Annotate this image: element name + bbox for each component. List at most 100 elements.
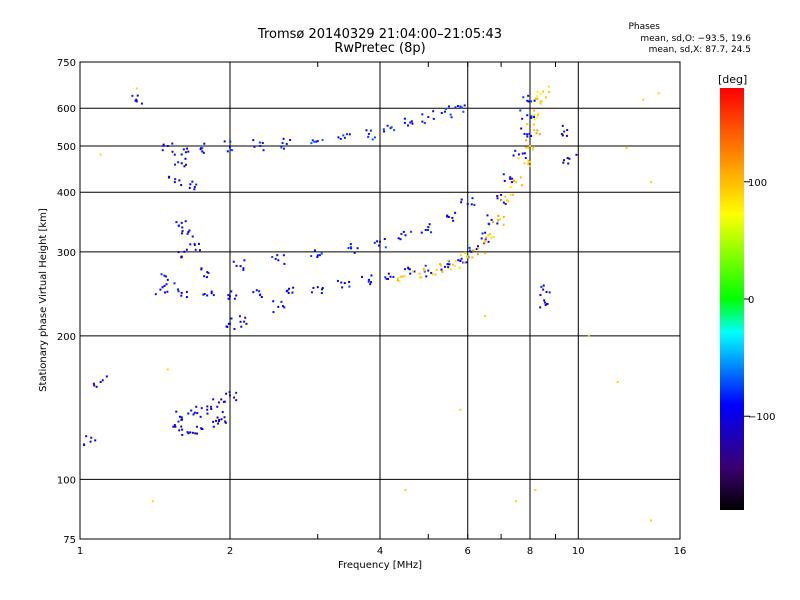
data-point-echo bbox=[383, 238, 386, 241]
data-point-echo bbox=[280, 300, 283, 303]
data-point-echo bbox=[484, 239, 487, 242]
data-point-echo bbox=[390, 126, 393, 129]
data-point-echo bbox=[199, 415, 202, 418]
data-point-echo bbox=[543, 301, 546, 304]
data-point-echo bbox=[242, 267, 245, 270]
data-point bbox=[183, 250, 186, 253]
data-point-echo bbox=[181, 232, 184, 235]
data-point-echo bbox=[165, 283, 168, 286]
data-point-echo bbox=[187, 412, 190, 415]
data-point bbox=[316, 286, 319, 289]
data-point-echo bbox=[477, 253, 480, 256]
data-point bbox=[490, 218, 493, 221]
data-point-echo bbox=[483, 241, 486, 244]
data-point-echo bbox=[484, 252, 487, 255]
data-point-echo bbox=[200, 267, 203, 270]
data-point-echo bbox=[424, 264, 427, 267]
data-point-echo bbox=[530, 135, 533, 138]
y-tick-label: 300 bbox=[57, 248, 76, 259]
data-point-echo bbox=[203, 292, 206, 295]
data-point-echo bbox=[446, 263, 449, 266]
data-point-echo bbox=[533, 114, 536, 117]
data-point bbox=[379, 240, 381, 243]
data-point-echo bbox=[83, 443, 86, 446]
colorbar-ticks: 100 0 −100 bbox=[744, 178, 775, 423]
data-point-echo bbox=[486, 214, 489, 217]
data-point bbox=[542, 90, 545, 93]
data-point-echo bbox=[242, 268, 245, 271]
data-point bbox=[650, 181, 653, 184]
data-point bbox=[135, 87, 138, 90]
data-point-echo bbox=[166, 290, 169, 293]
data-point-echo bbox=[512, 193, 515, 196]
data-point-echo bbox=[229, 140, 232, 143]
data-point-echo bbox=[432, 117, 435, 120]
data-point-echo bbox=[535, 116, 538, 119]
data-point-echo bbox=[543, 299, 546, 302]
y-tick-label: 400 bbox=[57, 188, 76, 199]
data-point-echo bbox=[283, 306, 286, 309]
data-point-echo bbox=[336, 279, 339, 282]
data-point-echo bbox=[386, 124, 389, 127]
data-point-echo bbox=[313, 140, 316, 143]
data-point-echo bbox=[105, 375, 108, 378]
data-point-echo bbox=[446, 215, 449, 218]
data-point-echo bbox=[540, 100, 543, 103]
data-point-echo bbox=[233, 328, 236, 331]
data-point-echo bbox=[487, 240, 490, 243]
data-point bbox=[523, 162, 526, 165]
data-point-echo bbox=[492, 236, 495, 239]
data-point bbox=[239, 320, 242, 323]
data-point-echo bbox=[347, 247, 350, 250]
data-point-echo bbox=[373, 241, 376, 244]
data-point-echo bbox=[163, 274, 166, 277]
data-point-echo bbox=[163, 291, 166, 294]
data-point bbox=[180, 162, 183, 165]
data-point-echo bbox=[527, 94, 530, 97]
data-point-echo bbox=[523, 152, 526, 155]
data-point-echo bbox=[430, 272, 433, 275]
data-point bbox=[166, 368, 169, 371]
x-tick-label: 4 bbox=[377, 546, 383, 557]
data-point-echo bbox=[337, 136, 340, 139]
phases-title: Phases bbox=[628, 22, 660, 32]
data-point-echo bbox=[281, 142, 284, 145]
data-point-echo bbox=[200, 428, 203, 431]
data-point-echo bbox=[535, 95, 538, 98]
data-point-echo bbox=[233, 297, 236, 300]
data-point-echo bbox=[310, 291, 313, 294]
data-point-echo bbox=[387, 272, 390, 275]
data-point-echo bbox=[472, 249, 475, 252]
data-point bbox=[187, 231, 190, 234]
data-point-echo bbox=[207, 271, 210, 274]
data-point-echo bbox=[420, 231, 423, 234]
data-point bbox=[229, 295, 231, 298]
data-point bbox=[650, 519, 653, 522]
data-point-echo bbox=[181, 428, 184, 431]
data-point-echo bbox=[504, 195, 507, 198]
data-point-echo bbox=[243, 259, 246, 262]
data-point-echo bbox=[496, 194, 499, 197]
data-point-echo bbox=[184, 157, 187, 160]
data-point bbox=[217, 401, 220, 404]
data-point-echo bbox=[423, 270, 426, 273]
data-point-echo bbox=[399, 238, 402, 241]
data-point-echo bbox=[397, 237, 400, 240]
data-point bbox=[443, 110, 446, 113]
data-point-echo bbox=[373, 136, 376, 139]
data-point-echo bbox=[454, 211, 457, 214]
data-point-echo bbox=[410, 120, 413, 123]
data-point-echo bbox=[195, 425, 198, 428]
data-point bbox=[193, 411, 196, 414]
data-point-echo bbox=[532, 146, 535, 149]
data-point-echo bbox=[342, 134, 345, 137]
data-point bbox=[180, 221, 183, 224]
data-point-echo bbox=[460, 257, 463, 260]
data-point-echo bbox=[521, 152, 524, 155]
data-point-echo bbox=[348, 133, 351, 136]
data-point-echo bbox=[461, 106, 464, 109]
data-point-echo bbox=[286, 289, 289, 292]
phase-stats-x: mean, sd,X: 87.7, 24.5 bbox=[648, 45, 751, 55]
data-point-echo bbox=[175, 221, 178, 224]
x-tick-label: 16 bbox=[674, 546, 687, 557]
